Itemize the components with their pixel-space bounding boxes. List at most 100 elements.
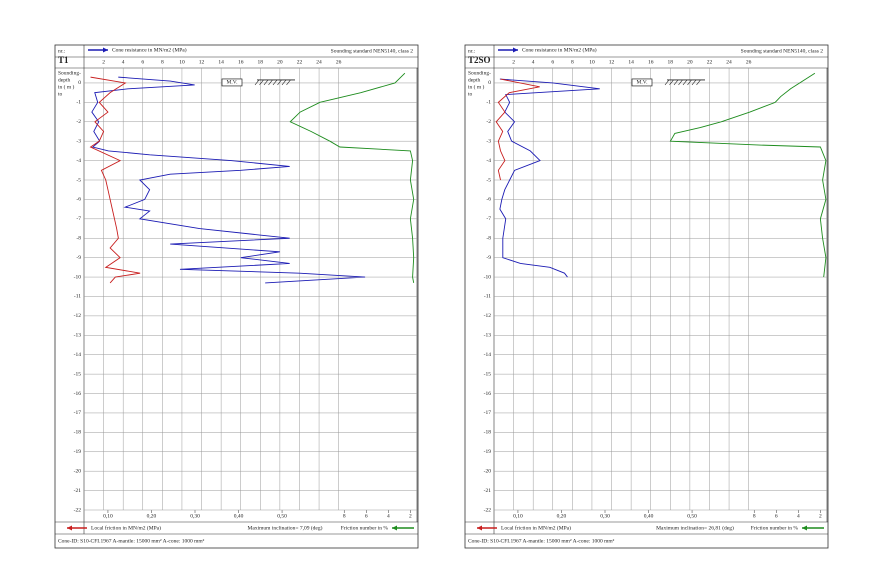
y-tick-label: -19 — [74, 449, 82, 455]
x-tick-label: 22 — [707, 59, 713, 65]
x-tick-label: 18 — [668, 59, 674, 65]
y-tick-label: -16 — [484, 391, 492, 397]
legend-arrowhead — [67, 525, 72, 531]
x3-tick-label: 6 — [365, 513, 368, 519]
x2-tick-label: 0,10 — [513, 513, 523, 519]
marker-box — [221, 78, 243, 87]
x-tick-label: 24 — [316, 59, 322, 65]
y-tick-label: -19 — [484, 449, 492, 455]
legend-arrowhead — [477, 525, 482, 531]
y-tick-label: -5 — [486, 177, 491, 183]
cone-id: Cone-ID: S10-CFI.1967 A-mantle: 15000 mm… — [58, 538, 205, 544]
y-axis-label: in ( m ) — [58, 83, 75, 90]
inclination: Maximum inclination= 26,81 (deg) — [656, 524, 734, 531]
y-tick-label: -9 — [76, 255, 81, 261]
x-tick-label: 16 — [238, 59, 244, 65]
y-tick-label: -4 — [486, 158, 491, 164]
legend-arrowhead — [392, 525, 397, 531]
y-axis-label: depth — [468, 77, 480, 83]
y-tick-label: -14 — [74, 352, 82, 358]
ground-hatch — [268, 79, 273, 86]
ground-hatch — [664, 79, 670, 86]
x2-tick-label: 0,20 — [147, 513, 157, 519]
y-tick-label: -18 — [74, 430, 82, 436]
x-tick-label: 2 — [512, 59, 515, 65]
legend-label: Local friction in MN/m2 (MPa) — [501, 524, 571, 531]
x2-tick-label: 0,10 — [103, 513, 113, 519]
y-tick-label: 0 — [488, 80, 491, 86]
legend-label: Cone resistance in MN/m2 (MPa) — [112, 46, 187, 53]
x-tick-label: 20 — [277, 59, 283, 65]
y-axis-label: to — [58, 91, 63, 97]
y-tick-label: -15 — [74, 371, 82, 377]
x2-tick-label: 0,50 — [687, 513, 697, 519]
cone-id: Cone-ID: S10-CFI.1967 A-mantle: 15000 mm… — [468, 538, 615, 544]
ground-hatch — [263, 79, 269, 86]
x-tick-label: 10 — [589, 59, 595, 65]
ground-hatch — [673, 79, 679, 86]
ground-hatch — [682, 79, 688, 86]
standard: Sounding standard NEN5140, class 2 — [741, 48, 824, 54]
panel-label: nr.: — [58, 48, 66, 54]
x-tick-label: 8 — [161, 59, 164, 65]
y-tick-label: -2 — [486, 119, 491, 125]
ground-hatch — [277, 79, 282, 86]
y-tick-label: -9 — [486, 255, 491, 261]
x-tick-label: 20 — [687, 59, 693, 65]
y-tick-label: -10 — [74, 274, 82, 280]
ground-hatch — [669, 79, 674, 86]
x3-tick-label: 8 — [343, 513, 346, 519]
series-line — [499, 78, 600, 278]
standard: Sounding standard NEN5140, class 2 — [331, 48, 414, 54]
series-line — [89, 76, 141, 284]
frame — [54, 44, 419, 549]
y-tick-label: -11 — [74, 294, 81, 300]
legend-label: Cone resistance in MN/m2 (MPa) — [522, 46, 597, 53]
y-tick-label: -1 — [486, 100, 491, 106]
y-tick-label: -12 — [484, 313, 492, 319]
marker-label: M.V. — [637, 80, 649, 86]
x2-tick-label: 0,30 — [600, 513, 610, 519]
ground-hatch — [691, 79, 697, 86]
y-tick-label: 0 — [78, 80, 81, 86]
ground-hatch — [286, 79, 291, 86]
panel-title: T1 — [58, 55, 69, 65]
marker-box — [631, 78, 653, 87]
panel-title: T2SO — [468, 55, 491, 65]
y-tick-label: -12 — [74, 313, 82, 319]
x-tick-label: 22 — [297, 59, 303, 65]
y-tick-label: -8 — [486, 236, 491, 242]
y-tick-label: -20 — [484, 468, 492, 474]
x-tick-label: 6 — [551, 59, 554, 65]
y-tick-label: -17 — [484, 410, 492, 416]
y-tick-label: -10 — [484, 274, 492, 280]
x2-tick-label: 0,40 — [644, 513, 654, 519]
y-tick-label: -22 — [74, 507, 82, 513]
x3-tick-label: 4 — [797, 513, 800, 519]
x-tick-label: 4 — [532, 59, 535, 65]
y-tick-label: -8 — [76, 236, 81, 242]
legend-arrowhead — [103, 47, 108, 53]
y-tick-label: -7 — [76, 216, 81, 222]
x-tick-label: 4 — [122, 59, 125, 65]
x2-tick-label: 0,40 — [234, 513, 244, 519]
ground-hatch — [254, 79, 260, 86]
y-tick-label: -17 — [74, 410, 82, 416]
x-tick-label: 12 — [199, 59, 205, 65]
y-axis-label: Sounding- — [58, 70, 81, 76]
ground-hatch — [678, 79, 683, 86]
x-tick-label: 6 — [141, 59, 144, 65]
x3-tick-label: 2 — [819, 513, 822, 519]
y-tick-label: -20 — [74, 468, 82, 474]
y-tick-label: -1 — [76, 100, 81, 106]
y-tick-label: -3 — [486, 138, 491, 144]
x-tick-label: 18 — [258, 59, 264, 65]
panel-label: nr.: — [468, 48, 476, 54]
series-line — [495, 78, 540, 181]
y-tick-label: -5 — [76, 177, 81, 183]
x3-tick-label: 4 — [387, 513, 390, 519]
x3-tick-label: 2 — [409, 513, 412, 519]
y-tick-label: -22 — [484, 507, 492, 513]
x3-tick-label: 8 — [753, 513, 756, 519]
